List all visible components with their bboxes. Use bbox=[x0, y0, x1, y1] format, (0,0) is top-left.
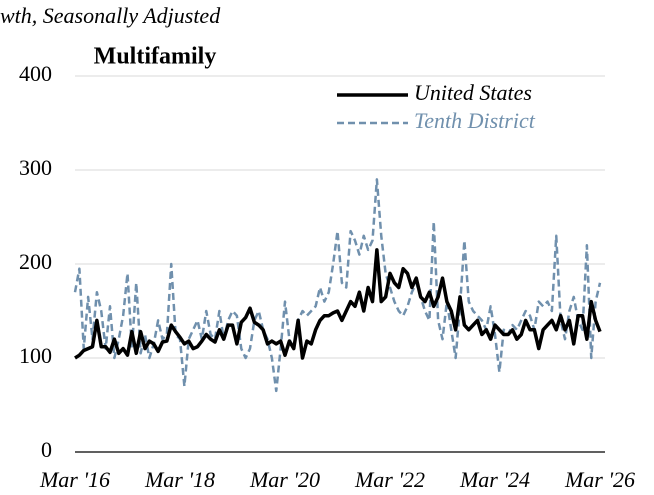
y-tick-label: 0 bbox=[41, 437, 52, 462]
chart-title: Multifamily bbox=[94, 44, 217, 70]
y-tick-label: 400 bbox=[19, 61, 52, 86]
x-tick-label: Mar '18 bbox=[144, 467, 215, 492]
x-tick-label: Mar '24 bbox=[459, 467, 530, 492]
y-tick-label: 200 bbox=[19, 249, 52, 274]
x-tick-label: Mar '26 bbox=[564, 467, 635, 492]
legend-label: United States bbox=[414, 80, 532, 105]
legend-label: Tenth District bbox=[414, 108, 536, 133]
x-tick-label: Mar '20 bbox=[249, 467, 320, 492]
y-tick-label: 300 bbox=[19, 155, 52, 180]
x-tick-label: Mar '16 bbox=[39, 467, 110, 492]
chart-subtitle: wth, Seasonally Adjusted bbox=[0, 3, 221, 28]
y-tick-label: 100 bbox=[19, 343, 52, 368]
x-tick-label: Mar '22 bbox=[354, 467, 425, 492]
series-line bbox=[73, 178, 602, 393]
series-line bbox=[74, 248, 602, 360]
